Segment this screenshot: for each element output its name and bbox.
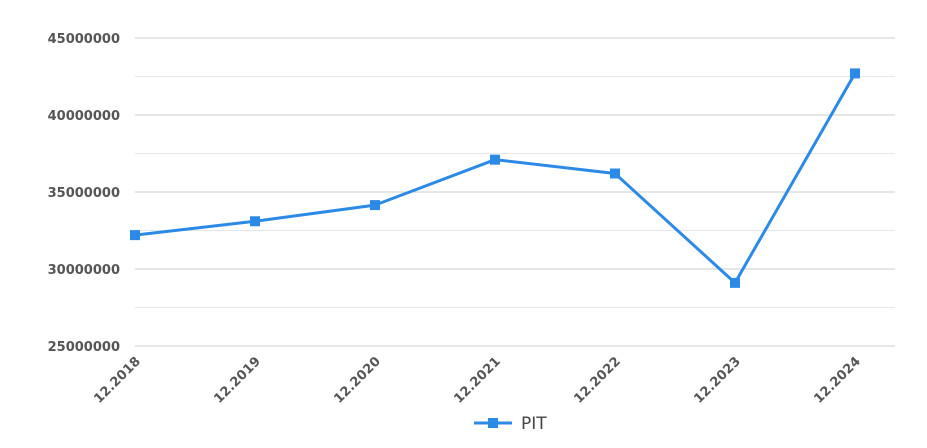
y-tick-label: 40000000 xyxy=(48,109,120,124)
x-tick-label: 12.2022 xyxy=(571,354,623,406)
legend[interactable]: PIT xyxy=(474,414,547,434)
data-point-marker[interactable] xyxy=(490,154,500,165)
y-tick-label: 25000000 xyxy=(48,340,120,355)
series-pit xyxy=(130,68,860,288)
legend-label-pit: PIT xyxy=(521,414,547,434)
data-point-marker[interactable] xyxy=(610,168,620,179)
data-point-marker[interactable] xyxy=(130,230,140,241)
data-point-marker[interactable] xyxy=(370,200,380,211)
legend-square-marker xyxy=(488,418,498,428)
data-point-marker[interactable] xyxy=(850,68,860,79)
x-tick-label: 12.2023 xyxy=(691,354,743,406)
data-point-marker[interactable] xyxy=(730,277,740,288)
x-tick-label: 12.2024 xyxy=(811,354,863,406)
series-line-pit xyxy=(134,72,857,285)
y-axis-tick-labels: 25000000 30000000 35000000 40000000 45000000 xyxy=(48,32,120,355)
data-point-marker[interactable] xyxy=(250,216,260,227)
y-tick-label: 45000000 xyxy=(48,32,120,47)
x-tick-label: 12.2018 xyxy=(91,354,143,406)
x-tick-label: 12.2020 xyxy=(331,354,383,406)
y-tick-label: 30000000 xyxy=(48,263,120,278)
y-tick-label: 35000000 xyxy=(48,186,120,201)
grid-lines xyxy=(135,37,895,347)
x-axis-tick-labels: 12.2018 12.2019 12.2020 12.2021 12.2022 12.20… xyxy=(91,354,863,406)
x-tick-label: 12.2021 xyxy=(451,354,503,406)
x-tick-label: 12.2019 xyxy=(211,354,263,406)
